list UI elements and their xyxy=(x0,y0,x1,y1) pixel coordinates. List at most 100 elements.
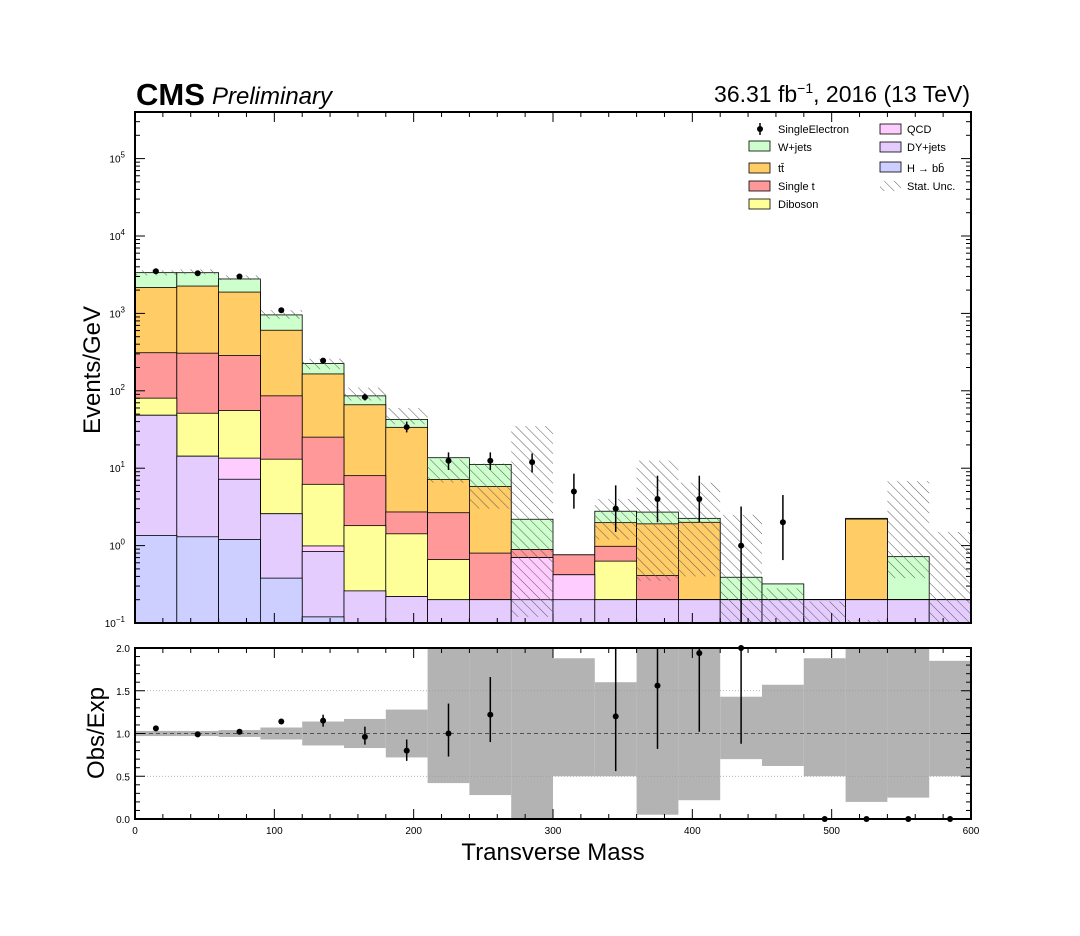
stat-unc-19 xyxy=(929,531,971,623)
bar-dyjets-17 xyxy=(845,599,888,623)
data-point-13 xyxy=(696,496,703,503)
legend-swatch-ttbar xyxy=(748,162,771,174)
legend-label-hbb: H → bb̄ xyxy=(907,162,944,175)
bar-dyjets-5 xyxy=(343,590,387,623)
data-point-6 xyxy=(403,424,410,431)
data-point-14 xyxy=(738,542,745,549)
data-point-3 xyxy=(278,307,285,314)
ratio-point-1 xyxy=(194,731,201,738)
ratio-point-0 xyxy=(152,725,159,732)
ratio-y-tick-label: 0.5 xyxy=(116,772,130,783)
preliminary-label: Preliminary xyxy=(212,83,334,110)
top-panel-axes: 10−1 100 101 102 103 104 105 xyxy=(105,111,972,630)
legend-swatch-dyjets xyxy=(879,141,902,153)
stat-unc-3 xyxy=(260,310,303,319)
ratio-y-tick-label: 2.0 xyxy=(116,644,130,655)
y-tick-label: 104 xyxy=(109,228,125,243)
stat-unc-4 xyxy=(302,358,344,370)
legend-swatch-hbb xyxy=(879,161,902,173)
cms-label: CMS xyxy=(136,77,205,112)
stat-unc-8 xyxy=(469,463,512,509)
bar-dyjets-8 xyxy=(468,599,512,623)
bar-dyjets-18 xyxy=(887,599,930,623)
y-tick-label: 100 xyxy=(109,538,125,553)
legend-label-qcd: QCD xyxy=(907,124,932,136)
bar-dyjets-11 xyxy=(594,599,637,623)
legend-swatch-stat xyxy=(880,181,901,191)
ratio-point-6 xyxy=(403,747,410,754)
bar-hbb-2 xyxy=(218,539,261,623)
stat-unc-6 xyxy=(385,407,428,425)
bar-dyjets-4 xyxy=(301,551,345,623)
ratio-y-tick-label: 0.0 xyxy=(116,815,130,826)
ratio-point-8 xyxy=(487,711,494,718)
legend-entry-diboson: Diboson xyxy=(748,198,818,211)
ratio-point-9 xyxy=(612,713,619,720)
x-tick-label: 600 xyxy=(963,826,980,837)
data-point-10 xyxy=(570,488,577,495)
ratio-y-tick-label: 1.0 xyxy=(116,730,130,741)
stat-unc-18 xyxy=(887,481,930,579)
x-tick-label: 500 xyxy=(823,826,840,837)
ratio-band-0 xyxy=(135,730,177,737)
y-tick-label: 101 xyxy=(109,460,125,475)
ratio-band-19 xyxy=(929,660,971,777)
ratio-point-5 xyxy=(361,733,368,740)
ratio-band-16 xyxy=(803,658,846,777)
data-point-9 xyxy=(529,459,536,466)
legend-entry-single-t: Single t xyxy=(748,180,815,193)
x-tick-label: 400 xyxy=(684,826,701,837)
ratio-point-7 xyxy=(445,730,452,737)
legend-label-single-t: Single t xyxy=(778,181,815,193)
data-point-2 xyxy=(236,273,243,280)
legend-entry-data: SingleElectron xyxy=(757,123,849,136)
data-points xyxy=(152,268,786,623)
y-tick-label: 102 xyxy=(109,383,125,398)
legend-swatch-wjets xyxy=(748,140,771,152)
y-tick-label: 10−1 xyxy=(105,615,126,630)
top-ylabel: Events/GeV xyxy=(79,306,106,434)
legend-swatch-qcd xyxy=(879,123,902,135)
ratio-band-15 xyxy=(762,684,804,766)
ratio-point-4 xyxy=(320,717,327,724)
data-point-1 xyxy=(194,270,201,277)
data-point-7 xyxy=(445,457,452,464)
ratio-points xyxy=(152,645,954,822)
bar-dyjets-6 xyxy=(385,596,428,623)
legend: SingleElectron W+jets tt̄ Single t Dibos… xyxy=(748,123,955,211)
legend-entry-qcd: QCD xyxy=(879,123,932,136)
bar-dyjets-10 xyxy=(552,599,596,623)
ratio-ylabel: Obs/Exp xyxy=(83,687,110,779)
bar-hbb-3 xyxy=(259,577,303,623)
bar-dyjets-7 xyxy=(427,599,470,623)
ratio-point-10 xyxy=(654,682,661,689)
legend-entry-stat: Stat. Unc. xyxy=(880,181,955,193)
x-axis-label: Transverse Mass xyxy=(461,839,644,866)
legend-entry-dyjets: DY+jets xyxy=(879,141,946,154)
ratio-band-17 xyxy=(845,648,888,802)
legend-label-wjets: W+jets xyxy=(778,142,812,154)
ratio-band-10 xyxy=(553,658,595,777)
ratio-point-11 xyxy=(696,650,703,657)
bar-hbb-1 xyxy=(176,536,220,623)
legend-entry-hbb: H → bb̄ xyxy=(879,161,944,175)
bottom-panel-axes: 0.0 0.5 1.0 1.5 2.0 0 100 200 300 400 500 600 xyxy=(116,644,980,837)
x-tick-label: 300 xyxy=(545,826,562,837)
data-point-8 xyxy=(487,457,494,464)
data-point-5 xyxy=(361,394,368,401)
ratio-point-3 xyxy=(278,718,285,725)
legend-label-diboson: Diboson xyxy=(778,199,818,211)
y-tick-label: 105 xyxy=(109,151,125,166)
bar-dyjets-12 xyxy=(636,599,679,623)
stat-unc-7 xyxy=(427,459,470,483)
data-point-4 xyxy=(320,357,327,364)
data-point-12 xyxy=(654,496,661,503)
ratio-gridlines xyxy=(135,690,971,777)
ratio-band-3 xyxy=(260,727,303,740)
legend-label-stat: Stat. Unc. xyxy=(907,181,955,193)
ratio-band-9 xyxy=(511,648,553,819)
legend-swatch-diboson xyxy=(748,198,771,210)
legend-data-marker xyxy=(757,126,763,132)
ratio-band-4 xyxy=(302,721,344,746)
